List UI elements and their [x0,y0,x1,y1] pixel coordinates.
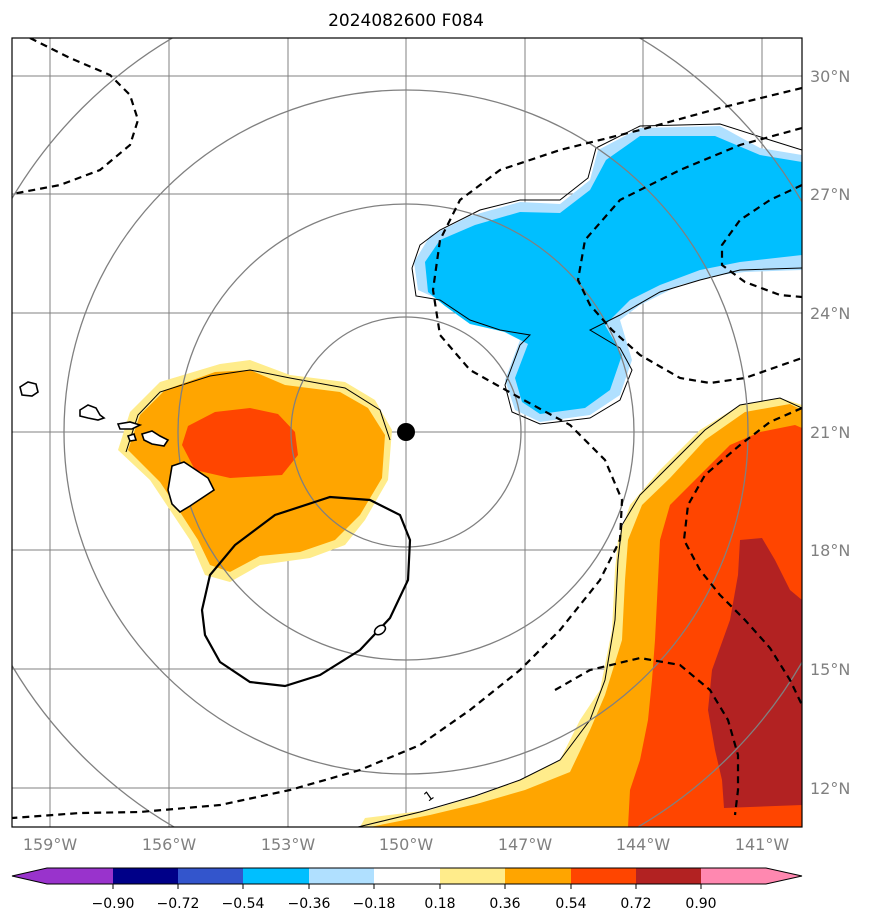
hawaii-coastline [19,381,216,514]
negative-anomaly-field [411,123,802,425]
dashed-contours [12,38,802,820]
colorbar-tick: 0.54 [555,896,586,912]
colorbar-tick: −0.36 [288,896,331,912]
figure-title: 2024082600 F084 [328,11,484,31]
lat-label: 15°N [810,660,850,679]
colorbar-bin [571,868,636,884]
colorbar-tick: −0.72 [157,896,200,912]
colorbar-bin [440,868,505,884]
lat-label: 18°N [810,541,850,560]
lat-label: 21°N [810,423,850,442]
colorbar-tick: 0.18 [424,896,455,912]
lon-label: 150°W [379,835,434,854]
lon-label: 156°W [142,835,197,854]
colorbar-bin [701,868,766,884]
colorbar-bin [47,868,113,884]
lon-label: 144°W [616,835,671,854]
colorbar-extend-low [12,868,47,884]
lat-label: 24°N [810,304,850,323]
positive-anomaly-field-southeast [357,397,802,827]
colorbar-bin [374,868,440,884]
colorbar-tick: 0.72 [620,896,651,912]
map-frame [11,37,803,828]
lon-label: 159°W [23,835,78,854]
solid-contour [200,495,412,688]
latitude-labels: 30°N 27°N 24°N 21°N 18°N 15°N 12°N [810,67,850,798]
longitude-labels: 159°W 156°W 153°W 150°W 147°W 144°W 141°… [23,835,790,854]
range-rings [12,38,802,827]
lon-label: 153°W [261,835,316,854]
colorbar-bin [636,868,701,884]
colorbar-bin [178,868,243,884]
lat-label: 30°N [810,67,850,86]
colorbar-tick: −0.18 [353,896,396,912]
positive-anomaly-field-hawaii [118,360,392,582]
colorbar-tick: −0.90 [92,896,135,912]
lat-label: 27°N [810,185,850,204]
colorbar-bin [309,868,374,884]
map-panel: 1 [12,38,802,827]
lon-label: 141°W [735,835,790,854]
colorbar-tick: −0.54 [222,896,265,912]
colorbar-bin [505,868,571,884]
colorbar: −0.90 −0.72 −0.54 −0.36 −0.18 0.18 0.36 … [11,867,803,912]
lon-label: 147°W [498,835,553,854]
colorbar-extend-high [766,868,802,884]
storm-center-marker [397,423,415,441]
colorbar-tick: 0.36 [489,896,520,912]
colorbar-bin [243,868,309,884]
colorbar-bin [113,868,178,884]
lat-label: 12°N [810,779,850,798]
colorbar-tick: 0.90 [685,896,716,912]
